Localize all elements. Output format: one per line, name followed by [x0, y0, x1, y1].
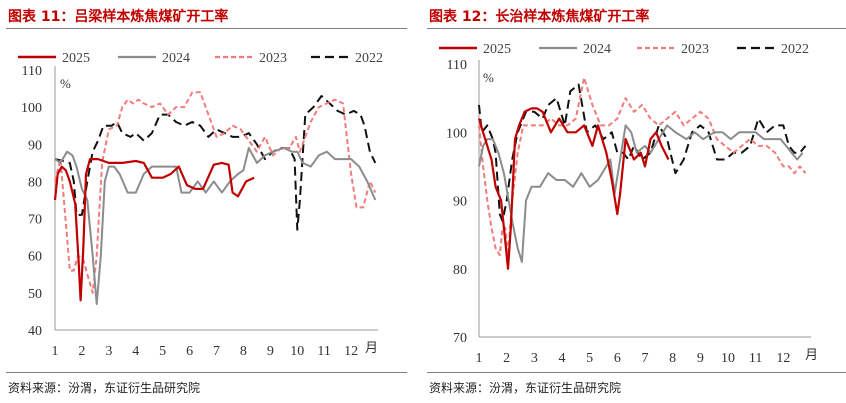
x-tick-label: 3: [105, 344, 112, 359]
x-tick-label: 6: [614, 351, 621, 366]
x-tick-label: 5: [586, 351, 593, 366]
y-tick-label: 60: [28, 250, 42, 265]
source-rule: [6, 372, 407, 373]
x-tick-label: 9: [267, 344, 274, 359]
x-tick-label: 4: [132, 344, 139, 359]
chart-panel-luliang: 图表 11：吕梁样本炼焦煤矿开工率 2025 2024 2023 2022 40 50 60…: [0, 0, 411, 403]
title-rule: [6, 28, 407, 29]
x-tick-label: 7: [213, 344, 220, 359]
x-tick-label: 7: [642, 351, 649, 366]
x-tick-label: 1: [52, 344, 59, 359]
y-tick-label: 110: [447, 58, 467, 73]
series-line-2024: [54, 147, 377, 305]
y-tick-label: 50: [28, 287, 42, 302]
x-tick-label: 8: [669, 351, 676, 366]
legend-label-2025: 2025: [483, 42, 511, 57]
title-rule: [427, 28, 846, 29]
x-tick-label: 11: [317, 344, 330, 359]
source-rule: [427, 372, 846, 373]
source-note: 资料来源：汾渭，东证衍生品研究院: [8, 381, 201, 395]
x-tick-label: 1: [476, 351, 483, 366]
source-note: 资料来源：汾渭，东证衍生品研究院: [429, 381, 622, 395]
y-tick-label: 80: [453, 263, 467, 278]
y-tick-label: 100: [21, 101, 42, 116]
y-tick-label: 100: [446, 126, 467, 141]
series-line-2022: [54, 95, 377, 231]
legend-label-2023: 2023: [259, 51, 287, 66]
legend-label-2022: 2022: [355, 51, 383, 66]
x-tick-label: 9: [697, 351, 704, 366]
x-unit-label: 月: [805, 347, 818, 362]
x-tick-label: 10: [721, 351, 735, 366]
y-tick-label: 90: [28, 138, 42, 153]
legend-label-2024: 2024: [583, 42, 611, 57]
y-tick-label: 70: [453, 331, 467, 346]
y-unit-label: %: [60, 76, 71, 91]
series-line-2025: [477, 107, 670, 270]
series-line-2025: [53, 158, 255, 302]
x-tick-label: 10: [290, 344, 304, 359]
x-tick-label: 11: [749, 351, 762, 366]
x-tick-label: 2: [78, 344, 85, 359]
x-tick-label: 5: [159, 344, 166, 359]
legend-label-2024: 2024: [162, 51, 190, 66]
y-tick-label: 90: [453, 195, 467, 210]
x-tick-label: 4: [559, 351, 566, 366]
x-tick-label: 12: [344, 344, 358, 359]
x-tick-label: 2: [503, 351, 510, 366]
legend-label-2022: 2022: [781, 42, 809, 57]
series-line-2023: [54, 91, 377, 294]
y-tick-label: 80: [28, 175, 42, 190]
x-tick-label: 3: [531, 351, 538, 366]
x-tick-label: 8: [240, 344, 247, 359]
legend-label-2025: 2025: [62, 51, 90, 66]
y-unit-label: %: [483, 70, 494, 85]
x-tick-label: 6: [186, 344, 193, 359]
chart-title: 图表 11：吕梁样本炼焦煤矿开工率: [8, 9, 229, 25]
chart-panel-changzhi: 图表 12：长治样本炼焦煤矿开工率 2025 2024 2023 2022 70 80 90…: [421, 0, 846, 403]
x-tick-label: 12: [776, 351, 790, 366]
x-unit-label: 月: [365, 340, 378, 355]
chart-title: 图表 12：长治样本炼焦煤矿开工率: [429, 9, 650, 25]
y-tick-label: 110: [22, 64, 42, 79]
y-tick-label: 70: [28, 213, 42, 228]
legend-label-2023: 2023: [681, 42, 709, 57]
y-tick-label: 40: [28, 324, 42, 339]
series-line-2024: [478, 124, 804, 263]
series-line-2023: [478, 76, 807, 257]
